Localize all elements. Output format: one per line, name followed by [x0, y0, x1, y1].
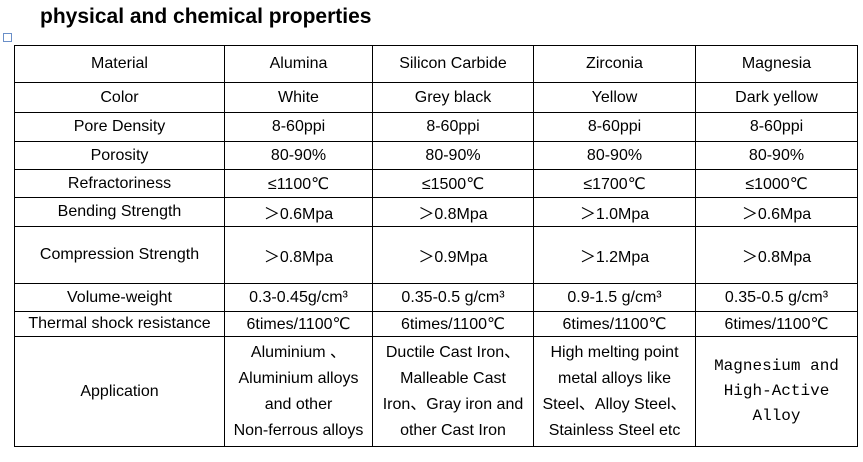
table-cell: 0.3-0.45g/cm³: [224, 283, 373, 312]
table-cell: 80-90%: [372, 141, 534, 170]
table-cell: Dark yellow: [695, 82, 858, 113]
table-cell: Porosity: [14, 141, 225, 170]
header-cell: Silicon Carbide: [372, 45, 534, 83]
table-cell: Volume-weight: [14, 283, 225, 312]
table-cell: Thermal shock resistance: [14, 311, 225, 337]
table-row: Refractoriness ≤1100℃ ≤1500℃ ≤1700℃ ≤1000℃: [14, 169, 858, 198]
table-cell: Application: [14, 336, 225, 447]
page-title: physical and chemical properties: [40, 5, 372, 28]
cell-line: High melting point: [550, 343, 679, 361]
table-cell: ＞1.2Mpa: [533, 226, 696, 284]
cell-line: Stainless Steel etc: [548, 421, 681, 439]
table-cell: White: [224, 82, 373, 113]
cell-line: Malleable Cast: [400, 369, 506, 387]
table-cell: 0.35-0.5 g/cm³: [372, 283, 534, 312]
table-row: Bending Strength ＞0.6Mpa ＞0.8Mpa ＞1.0Mpa ＞0.…: [14, 197, 858, 227]
table-row: Volume-weight 0.3-0.45g/cm³ 0.35-0.5 g/cm³…: [14, 283, 858, 312]
cell-line: Alloy: [752, 407, 801, 425]
table-cell: 8-60ppi: [533, 112, 696, 142]
table-row: Porosity 80-90% 80-90% 80-90% 80-90%: [14, 141, 858, 170]
cell-line: Aluminium 、: [250, 343, 347, 361]
properties-table: Material Alumina Silicon Carbide Zirconia Ma…: [14, 45, 858, 447]
table-cell: ＞0.8Mpa: [372, 197, 534, 227]
cell-line: Non-ferrous alloys: [233, 421, 364, 439]
cell-line: Ductile Cast Iron、: [385, 343, 521, 361]
header-cell: Material: [14, 45, 225, 83]
table-cell: Grey black: [372, 82, 534, 113]
header-cell: Zirconia: [533, 45, 696, 83]
table-cell: 0.35-0.5 g/cm³: [695, 283, 858, 312]
table-cell: 6times/1100℃: [372, 311, 534, 337]
table-row: Compression Strength ＞0.8Mpa ＞0.9Mpa ＞1.2Mp…: [14, 226, 858, 284]
table-cell: High melting point metal alloys like Steel…: [533, 336, 696, 447]
table-cell: ≤1000℃: [695, 169, 858, 198]
table-cell: Magnesium and High-Active Alloy: [695, 336, 858, 447]
cell-line: High-Active: [723, 382, 830, 400]
table-cell: 8-60ppi: [224, 112, 373, 142]
table-cell: Ductile Cast Iron、 Malleable Cast Iron、Gra…: [372, 336, 534, 447]
table-cell: Color: [14, 82, 225, 113]
table-cell: ≤1100℃: [224, 169, 373, 198]
table-cell: 80-90%: [224, 141, 373, 170]
table-cell: 8-60ppi: [695, 112, 858, 142]
table-cell: 6times/1100℃: [533, 311, 696, 337]
table-cell: 6times/1100℃: [224, 311, 373, 337]
table-cell: ＞0.6Mpa: [224, 197, 373, 227]
table-cell: 0.9-1.5 g/cm³: [533, 283, 696, 312]
table-cell: Compression Strength: [14, 226, 225, 284]
table-cell: 8-60ppi: [372, 112, 534, 142]
header-cell: Magnesia: [695, 45, 858, 83]
table-cell: ＞0.8Mpa: [224, 226, 373, 284]
cell-line: Aluminium alloys: [238, 369, 359, 387]
table-cell: 80-90%: [695, 141, 858, 170]
cell-line: Steel、Alloy Steel、: [542, 395, 687, 413]
table-cell: Bending Strength: [14, 197, 225, 227]
table-cell: ＞0.9Mpa: [372, 226, 534, 284]
cell-line: Magnesium and: [714, 357, 839, 375]
table-move-handle[interactable]: [3, 33, 12, 42]
table-cell: 80-90%: [533, 141, 696, 170]
table-row: Color White Grey black Yellow Dark yellow: [14, 82, 858, 113]
header-cell: Alumina: [224, 45, 373, 83]
table-row: Application Aluminium 、 Aluminium alloys an…: [14, 336, 858, 447]
table-cell: ＞0.8Mpa: [695, 226, 858, 284]
cell-line: other Cast Iron: [400, 421, 506, 439]
table-cell: Refractoriness: [14, 169, 225, 198]
table-cell: ＞1.0Mpa: [533, 197, 696, 227]
table-row: Material Alumina Silicon Carbide Zirconia Ma…: [14, 45, 858, 83]
table-cell: Yellow: [533, 82, 696, 113]
table-cell: Aluminium 、 Aluminium alloys and other Non-…: [224, 336, 373, 447]
table-cell: ≤1500℃: [372, 169, 534, 198]
table-cell: 6times/1100℃: [695, 311, 858, 337]
table-cell: ≤1700℃: [533, 169, 696, 198]
table-row: Thermal shock resistance 6times/1100℃ 6tim…: [14, 311, 858, 337]
cell-line: metal alloys like: [558, 369, 671, 387]
table-row: Pore Density 8-60ppi 8-60ppi 8-60ppi 8-60ppi: [14, 112, 858, 142]
cell-line: and other: [264, 395, 333, 413]
cell-line: Iron、Gray iron and: [382, 395, 524, 413]
table-cell: ＞0.6Mpa: [695, 197, 858, 227]
table-cell: Pore Density: [14, 112, 225, 142]
